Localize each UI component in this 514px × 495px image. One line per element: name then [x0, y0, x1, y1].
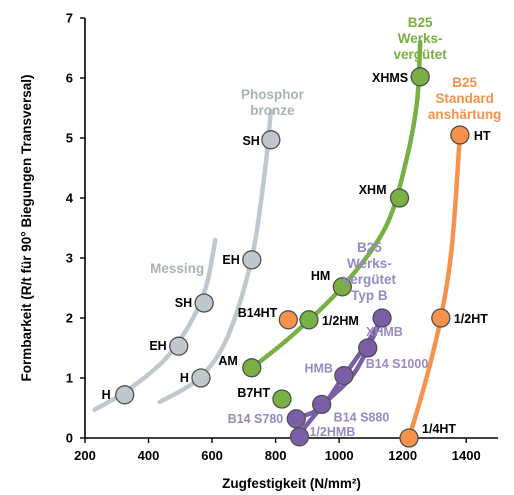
point-label: EH — [222, 253, 239, 267]
point-label: 1/2HM — [322, 314, 359, 328]
werks-point-hm — [332, 277, 352, 297]
point-label: AM — [218, 354, 237, 368]
typb-point-b14-s780 — [286, 409, 306, 429]
point-label: HT — [474, 129, 491, 143]
standard-group-label-line: anshärtung — [428, 107, 502, 122]
werks-curve — [249, 39, 423, 371]
y-tick-label: 0 — [66, 431, 73, 446]
point-label: H — [102, 388, 111, 402]
y-tick-label: 2 — [66, 311, 73, 326]
typb-group-label-line: vergütet — [343, 272, 397, 287]
typb-point-1-2hmb — [289, 427, 310, 447]
phosphor-group-label-line: Phosphor — [241, 87, 305, 102]
werks-point-1-2hm — [299, 310, 319, 330]
standard-point-ht — [450, 125, 470, 145]
messing-point-h — [115, 385, 135, 405]
phosphor-point-sh — [261, 130, 281, 150]
werks-group-label-line: Werks- — [398, 31, 443, 46]
standard-point-1-4ht — [399, 428, 419, 448]
phosphor-point-h — [191, 368, 211, 388]
point-label: SH — [242, 134, 259, 148]
werks-point-xhms — [410, 67, 430, 87]
x-tick-label: 600 — [201, 448, 223, 463]
y-tick-label: 5 — [66, 131, 73, 146]
standalone-point-b7ht — [272, 389, 292, 409]
standard-curve — [406, 132, 463, 441]
messing-point-eh — [169, 336, 189, 356]
standalone-point-b14ht — [278, 310, 298, 330]
typb-group-label: B25 Werks-vergütet Typ B — [343, 240, 397, 303]
y-tick-label: 6 — [66, 71, 73, 86]
x-tick-label: 200 — [74, 448, 96, 463]
phosphor-group-label: Phosphor bronze — [241, 87, 305, 118]
point-label: 1/2HT — [454, 312, 488, 326]
messing-point-sh — [194, 293, 214, 313]
point-label: B14 S1000 — [366, 357, 429, 371]
labels: H EH SH H EH SH AM 1/2HM HM XHM XHMS 1/4HT 1/2HT HT 1/… — [102, 15, 502, 439]
typb-point-b14-s880 — [312, 394, 332, 415]
x-tick-label: 1000 — [325, 448, 354, 463]
point-label: XHMB — [366, 325, 403, 339]
messing-group-label-line: Messing — [150, 261, 204, 276]
typb-point-b14-s1000 — [358, 338, 378, 358]
y-tick-label: 7 — [66, 11, 73, 26]
point-label: HM — [311, 269, 330, 283]
point-label: B14 S780 — [228, 412, 284, 426]
typb-group-label-line: Werks- — [347, 256, 392, 271]
x-axis-title: Zugfestigkeit (N/mm²) — [222, 476, 361, 491]
point-label: 1/2HMB — [309, 425, 355, 439]
point-label: B14 S880 — [334, 410, 390, 424]
werks-group-label-line: B25 — [408, 15, 433, 30]
point-label: HMB — [304, 362, 332, 376]
phosphor-group-label-line: bronze — [250, 103, 295, 118]
standard-group-label-line: B25 — [452, 75, 477, 90]
typb-point-xhmb — [372, 308, 392, 328]
werks-group-label-line: vergütet — [394, 47, 448, 62]
standard-point-1-2ht — [431, 308, 451, 328]
y-axis-title: Formbarkeit (R/t für 90° Biegungen Trans… — [19, 75, 34, 382]
points — [115, 67, 470, 448]
phosphor-point-eh — [242, 250, 262, 270]
werks-point-xhm — [389, 188, 410, 208]
werks-group-label: B25 Werks-vergütet — [394, 15, 448, 62]
werks-point-am — [242, 358, 262, 378]
x-tick-label: 1400 — [452, 448, 481, 463]
typb-group-label-line: Typ B — [351, 288, 388, 303]
x-tick-label: 800 — [265, 448, 287, 463]
messing-group-label: Messing — [150, 261, 204, 276]
point-label: B7HT — [237, 386, 270, 400]
typb-point-hmb — [334, 365, 354, 386]
y-tick-label: 4 — [66, 191, 74, 206]
axes: 200 400 600 800 1000 1200 1400 0 1 2 3 4 5 6 7 Zugfesti… — [19, 11, 498, 491]
x-tick-label: 400 — [138, 448, 160, 463]
point-label: EH — [149, 339, 166, 353]
point-label: XHM — [359, 183, 387, 197]
standard-group-label-line: Standard — [435, 91, 494, 106]
point-label: 1/4HT — [422, 422, 456, 436]
standard-group-label: B25 Standard anshärtung — [428, 75, 502, 122]
point-label: SH — [175, 296, 192, 310]
typb-group-label-line: B25 — [357, 240, 382, 255]
x-tick-label: 1200 — [388, 448, 417, 463]
y-tick-label: 3 — [66, 251, 73, 266]
point-label: XHMS — [372, 71, 408, 85]
point-label: B14HT — [238, 306, 278, 320]
point-label: H — [180, 371, 189, 385]
y-tick-label: 1 — [66, 371, 73, 386]
